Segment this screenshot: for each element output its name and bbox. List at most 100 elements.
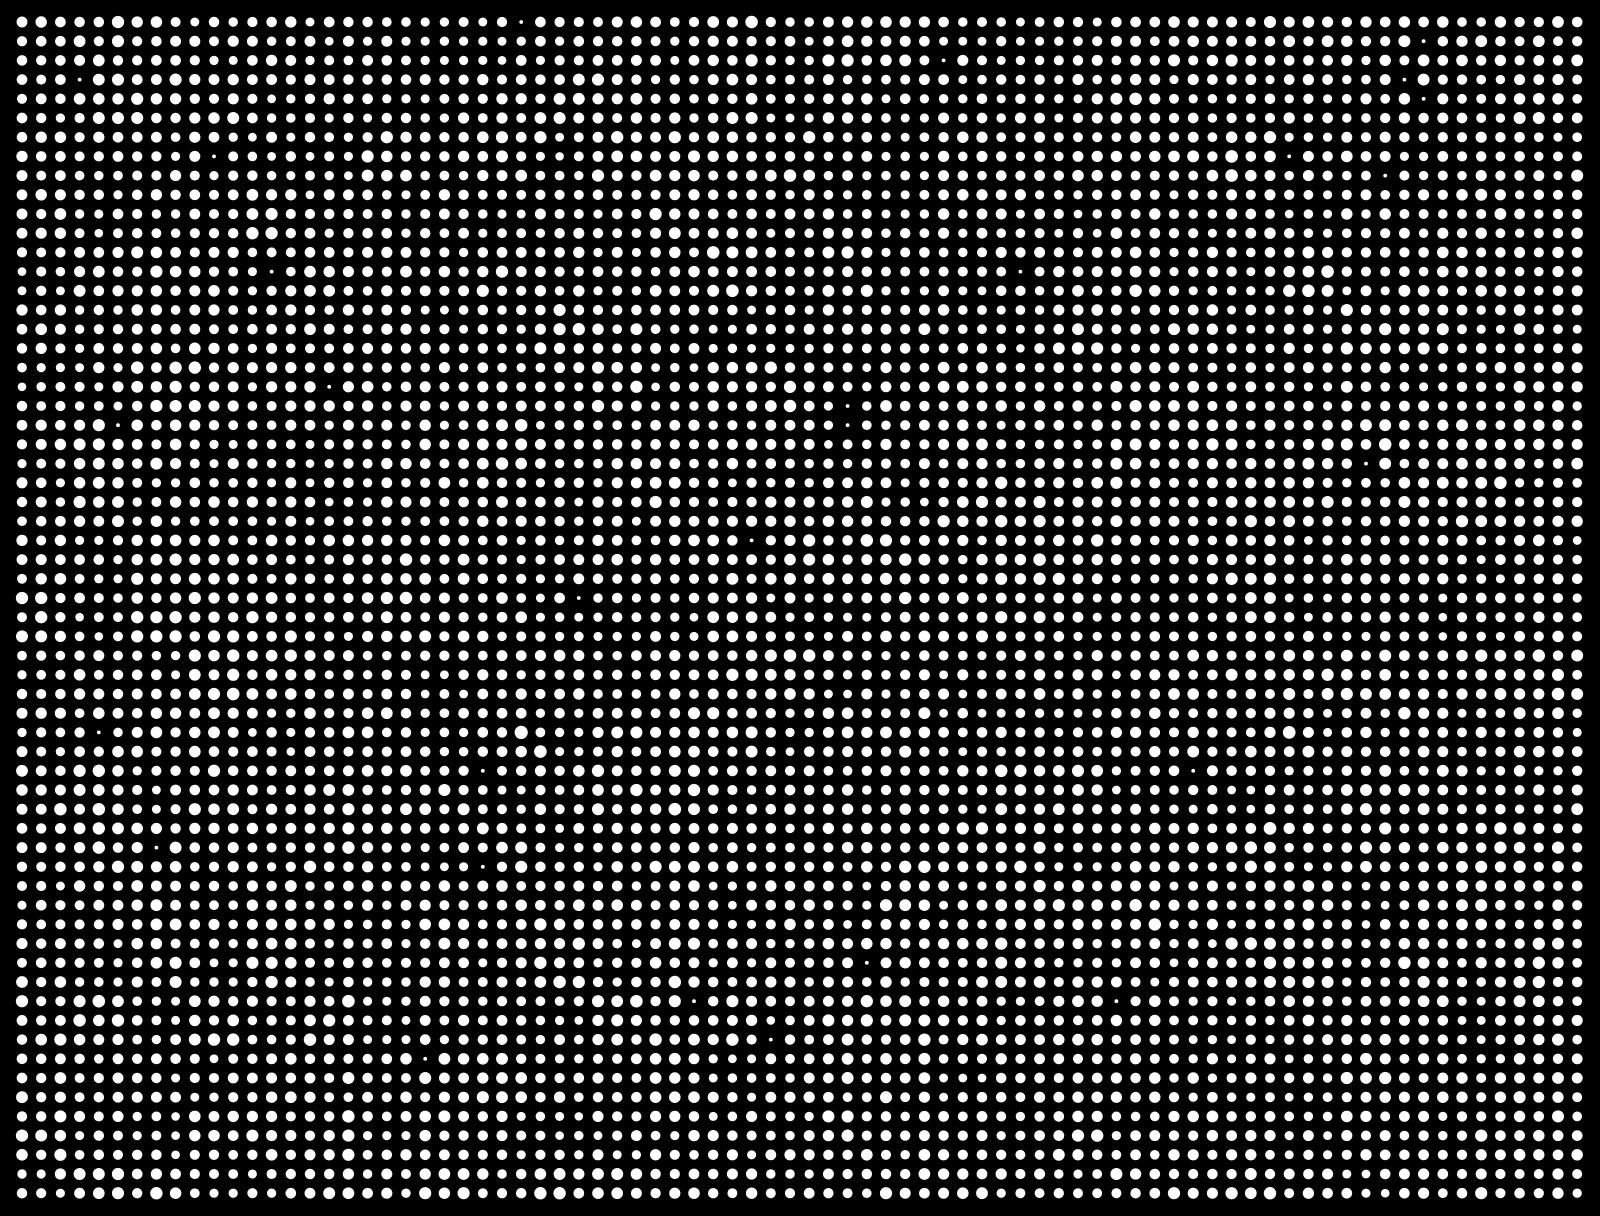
halftone-dot: [1418, 1091, 1430, 1103]
halftone-dot: [958, 747, 968, 756]
halftone-dot: [419, 803, 432, 816]
halftone-dot: [266, 823, 277, 834]
halftone-dot: [208, 189, 220, 200]
halftone-dot: [1206, 880, 1218, 892]
halftone-dot: [650, 630, 662, 642]
halftone-dot: [267, 94, 276, 104]
halftone-dot: [937, 1149, 950, 1161]
halftone-dot: [938, 957, 949, 969]
halftone-dot: [1072, 400, 1084, 412]
halftone-dot: [785, 113, 795, 123]
halftone-dot: [55, 1015, 66, 1026]
halftone-dot: [419, 1110, 432, 1123]
halftone-dot: [439, 727, 450, 738]
halftone-dot: [688, 573, 700, 584]
halftone-dot: [1169, 612, 1179, 623]
halftone-dot: [16, 880, 28, 892]
halftone-dot: [74, 900, 85, 911]
halftone-dot: [401, 228, 411, 238]
halftone-dot: [1091, 342, 1104, 355]
halftone-dot: [515, 938, 527, 950]
halftone-dot: [1475, 649, 1488, 662]
halftone-dot: [1206, 35, 1218, 47]
halftone-dot: [246, 650, 258, 662]
halftone-dot: [765, 899, 777, 911]
halftone-dot: [1053, 592, 1065, 604]
halftone-dot: [420, 670, 430, 680]
halftone-dot: [477, 669, 489, 681]
halftone-dot: [381, 496, 393, 508]
halftone-dot: [1092, 17, 1102, 27]
halftone-dot: [1572, 765, 1583, 776]
halftone-dot: [822, 803, 834, 815]
halftone-dot: [803, 438, 815, 450]
halftone-dot: [35, 611, 48, 624]
halftone-dot: [1015, 631, 1026, 642]
halftone-dot: [592, 1033, 604, 1046]
halftone-dot: [190, 1092, 200, 1102]
halftone-dot: [304, 284, 316, 297]
halftone-dot: [592, 976, 604, 988]
halftone-dot: [1034, 803, 1046, 815]
halftone-dot: [170, 784, 182, 796]
halftone-dot: [1015, 1053, 1026, 1064]
halftone-dot: [458, 55, 469, 66]
halftone-dot: [939, 1092, 949, 1102]
halftone-dot: [419, 74, 431, 86]
halftone-dot: [401, 36, 411, 46]
halftone-dot: [1168, 688, 1180, 700]
halftone-dot: [382, 1131, 392, 1141]
halftone-dot: [1034, 592, 1045, 604]
halftone-dot: [1421, 39, 1426, 44]
halftone-dot: [1514, 919, 1525, 930]
halftone-dot: [1052, 342, 1065, 355]
halftone-dot: [208, 726, 220, 739]
halftone-dot: [937, 150, 950, 163]
halftone-dot: [688, 592, 700, 604]
halftone-dot: [1264, 841, 1276, 854]
halftone-dot: [1034, 286, 1045, 296]
halftone-dot: [1015, 132, 1026, 143]
halftone-dot: [707, 54, 719, 67]
halftone-dot: [1054, 1169, 1064, 1179]
halftone-dot: [1149, 324, 1160, 335]
halftone-dot: [900, 1130, 911, 1141]
halftone-dot: [381, 266, 392, 277]
halftone-dot: [227, 93, 239, 105]
halftone-dot: [1188, 957, 1199, 968]
halftone-dot: [919, 247, 930, 258]
halftone-dot: [726, 457, 739, 470]
halftone-dot: [841, 1052, 854, 1065]
halftone-dot: [1283, 669, 1295, 681]
halftone-dot: [1495, 554, 1506, 565]
halftone-dot: [438, 937, 451, 950]
halftone-dot: [1092, 862, 1102, 872]
halftone-dot: [420, 535, 431, 546]
halftone-dot: [860, 995, 873, 1008]
halftone-dot: [228, 1092, 239, 1103]
halftone-dot: [1438, 632, 1448, 641]
halftone-dot: [1264, 669, 1276, 681]
halftone-dot: [1246, 1092, 1256, 1102]
halftone-dot: [343, 362, 354, 373]
halftone-dot: [342, 1034, 354, 1046]
halftone-dot: [938, 170, 950, 182]
halftone-dot: [918, 1072, 931, 1084]
halftone-dot: [1227, 785, 1236, 795]
halftone-dot: [1130, 957, 1142, 969]
halftone-dot: [765, 151, 777, 162]
halftone-dot: [535, 823, 546, 834]
halftone-dot: [1168, 150, 1180, 163]
halftone-dot: [1571, 746, 1583, 757]
halftone-dot: [1494, 841, 1507, 854]
halftone-dot: [534, 803, 547, 815]
halftone-dot: [324, 151, 335, 162]
halftone-dot: [1514, 285, 1526, 297]
halftone-dot: [669, 534, 681, 547]
halftone-dot: [1455, 515, 1469, 528]
halftone-dot: [1513, 112, 1526, 124]
halftone-dot: [381, 534, 393, 547]
halftone-dot: [1476, 324, 1486, 334]
halftone-dot: [1437, 16, 1449, 28]
halftone-dot: [419, 400, 431, 412]
